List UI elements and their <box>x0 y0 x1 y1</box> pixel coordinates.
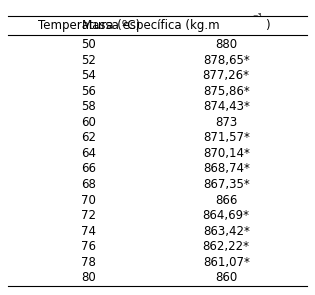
Text: 877,26*: 877,26* <box>203 69 250 82</box>
Text: 868,74*: 868,74* <box>203 163 249 176</box>
Text: 56: 56 <box>81 85 96 98</box>
Text: 76: 76 <box>81 240 96 253</box>
Text: 873: 873 <box>215 116 237 129</box>
Text: 863,42*: 863,42* <box>203 224 249 237</box>
Text: Massa específica (kg.m: Massa específica (kg.m <box>82 19 220 32</box>
Text: 862,22*: 862,22* <box>203 240 250 253</box>
Text: 60: 60 <box>81 116 96 129</box>
Text: 74: 74 <box>81 224 96 237</box>
Text: 871,57*: 871,57* <box>203 131 249 145</box>
Text: 62: 62 <box>81 131 96 145</box>
Text: 70: 70 <box>81 194 96 206</box>
Text: 54: 54 <box>81 69 96 82</box>
Text: 52: 52 <box>81 54 96 67</box>
Text: 861,07*: 861,07* <box>203 256 249 269</box>
Text: 64: 64 <box>81 147 96 160</box>
Text: 78: 78 <box>81 256 96 269</box>
Text: 58: 58 <box>82 100 96 113</box>
Text: 875,86*: 875,86* <box>203 85 249 98</box>
Text: 72: 72 <box>81 209 96 222</box>
Text: 867,35*: 867,35* <box>203 178 249 191</box>
Text: 860: 860 <box>215 271 237 284</box>
Text: 66: 66 <box>81 163 96 176</box>
Text: 80: 80 <box>82 271 96 284</box>
Text: 864,69*: 864,69* <box>203 209 250 222</box>
Text: 874,43*: 874,43* <box>203 100 249 113</box>
Text: ⁻³: ⁻³ <box>252 13 262 23</box>
Text: 878,65*: 878,65* <box>203 54 249 67</box>
Text: 50: 50 <box>82 38 96 51</box>
Text: 866: 866 <box>215 194 238 206</box>
Text: ): ) <box>265 19 270 32</box>
Text: Temperatura (ºC): Temperatura (ºC) <box>38 19 140 32</box>
Text: 880: 880 <box>215 38 237 51</box>
Text: 68: 68 <box>81 178 96 191</box>
Text: 870,14*: 870,14* <box>203 147 249 160</box>
